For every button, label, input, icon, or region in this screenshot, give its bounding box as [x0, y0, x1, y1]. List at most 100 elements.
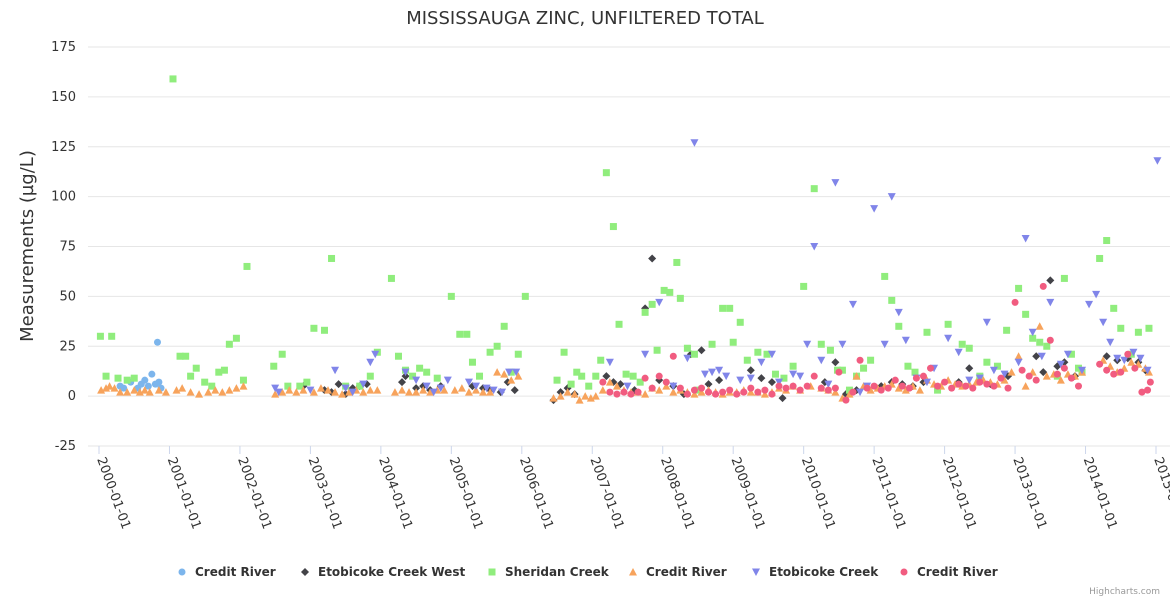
- data-point[interactable]: [789, 370, 798, 379]
- data-point[interactable]: [120, 384, 128, 392]
- data-point[interactable]: [145, 388, 154, 396]
- legend-item[interactable]: Credit River: [629, 565, 727, 579]
- data-point[interactable]: [356, 382, 364, 390]
- data-point[interactable]: [105, 382, 114, 390]
- data-point[interactable]: [1046, 276, 1055, 285]
- data-point[interactable]: [1145, 324, 1153, 332]
- data-point[interactable]: [204, 388, 213, 396]
- data-point[interactable]: [605, 358, 614, 367]
- data-point[interactable]: [856, 356, 864, 364]
- data-point[interactable]: [641, 390, 650, 398]
- data-point[interactable]: [1015, 284, 1023, 292]
- data-point[interactable]: [622, 370, 630, 378]
- data-point[interactable]: [905, 384, 913, 392]
- data-point[interactable]: [285, 386, 294, 394]
- data-point[interactable]: [456, 330, 464, 338]
- data-point[interactable]: [719, 304, 727, 312]
- data-point[interactable]: [852, 372, 861, 380]
- data-point[interactable]: [898, 382, 906, 390]
- data-point[interactable]: [934, 386, 942, 394]
- data-point[interactable]: [669, 388, 678, 396]
- data-point[interactable]: [1113, 354, 1122, 363]
- data-point[interactable]: [704, 380, 713, 389]
- data-point[interactable]: [757, 374, 766, 383]
- data-point[interactable]: [586, 394, 595, 402]
- data-point[interactable]: [666, 288, 674, 296]
- data-point[interactable]: [1117, 324, 1125, 332]
- data-point[interactable]: [598, 386, 607, 394]
- data-point[interactable]: [507, 376, 516, 384]
- data-point[interactable]: [602, 169, 610, 177]
- data-point[interactable]: [690, 139, 699, 147]
- data-point[interactable]: [512, 368, 521, 377]
- data-point[interactable]: [208, 382, 216, 390]
- data-point[interactable]: [1129, 348, 1138, 357]
- data-point[interactable]: [505, 368, 514, 377]
- data-point[interactable]: [271, 390, 280, 398]
- data-point[interactable]: [683, 344, 691, 352]
- data-point[interactable]: [747, 384, 755, 392]
- data-point[interactable]: [498, 388, 507, 397]
- data-point[interactable]: [648, 300, 656, 308]
- data-point[interactable]: [697, 346, 706, 355]
- data-point[interactable]: [1110, 304, 1118, 312]
- data-point[interactable]: [1021, 235, 1030, 243]
- data-point[interactable]: [800, 282, 808, 290]
- data-point[interactable]: [1144, 386, 1152, 394]
- data-point[interactable]: [324, 386, 333, 394]
- data-point[interactable]: [824, 380, 833, 389]
- data-point[interactable]: [653, 346, 661, 354]
- data-point[interactable]: [309, 388, 318, 396]
- data-point[interactable]: [597, 356, 605, 364]
- data-point[interactable]: [1144, 368, 1153, 376]
- data-point[interactable]: [341, 384, 350, 393]
- data-point[interactable]: [521, 292, 529, 300]
- data-point[interactable]: [676, 294, 684, 302]
- data-point[interactable]: [754, 348, 762, 356]
- data-point[interactable]: [831, 179, 840, 187]
- data-point[interactable]: [563, 388, 572, 396]
- data-point[interactable]: [201, 378, 209, 386]
- data-point[interactable]: [591, 392, 600, 400]
- data-point[interactable]: [1106, 338, 1115, 347]
- data-point[interactable]: [1099, 318, 1108, 327]
- data-point[interactable]: [778, 394, 787, 403]
- data-point[interactable]: [1029, 334, 1037, 342]
- data-point[interactable]: [767, 350, 776, 359]
- data-point[interactable]: [187, 372, 195, 380]
- data-point[interactable]: [271, 384, 280, 393]
- data-point[interactable]: [655, 298, 664, 307]
- data-point[interactable]: [192, 364, 200, 372]
- data-point[interactable]: [1053, 370, 1061, 378]
- data-point[interactable]: [669, 382, 678, 391]
- data-point[interactable]: [423, 368, 431, 376]
- data-point[interactable]: [482, 384, 491, 393]
- data-point[interactable]: [573, 368, 581, 376]
- data-point[interactable]: [860, 364, 868, 372]
- data-point[interactable]: [729, 338, 737, 346]
- data-point[interactable]: [697, 384, 705, 392]
- data-point[interactable]: [1036, 338, 1044, 346]
- data-point[interactable]: [468, 358, 476, 366]
- data-point[interactable]: [826, 346, 834, 354]
- data-point[interactable]: [1074, 382, 1082, 390]
- data-point[interactable]: [575, 396, 584, 404]
- data-point[interactable]: [673, 258, 681, 266]
- data-point[interactable]: [620, 388, 628, 396]
- data-point[interactable]: [161, 388, 170, 396]
- data-point[interactable]: [922, 378, 931, 387]
- data-point[interactable]: [824, 386, 832, 394]
- data-point[interactable]: [278, 350, 286, 358]
- data-point[interactable]: [911, 368, 919, 376]
- data-point[interactable]: [110, 384, 119, 392]
- data-point[interactable]: [612, 382, 621, 390]
- data-point[interactable]: [708, 340, 716, 348]
- data-point[interactable]: [782, 384, 790, 392]
- data-point[interactable]: [218, 388, 227, 396]
- data-point[interactable]: [366, 386, 375, 394]
- data-point[interactable]: [1085, 300, 1094, 309]
- data-point[interactable]: [239, 382, 248, 390]
- data-point[interactable]: [292, 388, 301, 396]
- data-point[interactable]: [746, 366, 755, 375]
- data-point[interactable]: [1092, 290, 1101, 299]
